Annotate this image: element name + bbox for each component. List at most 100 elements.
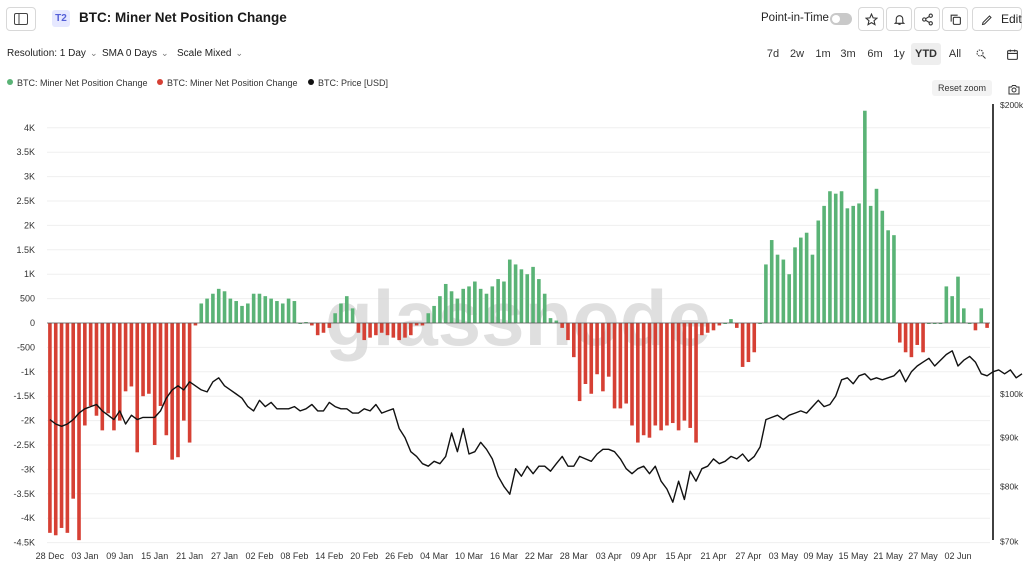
legend-label: BTC: Price [USD] bbox=[318, 78, 389, 88]
top-bar: T2 BTC: Miner Net Position Change Point-… bbox=[0, 0, 1024, 38]
point-in-time-label: Point-in-Time bbox=[761, 12, 829, 24]
share-button[interactable] bbox=[914, 7, 940, 31]
x-tick-label: 28 Mar bbox=[560, 551, 588, 561]
edit-button[interactable]: Edit bbox=[972, 7, 1022, 31]
share-icon bbox=[922, 13, 933, 26]
bar bbox=[211, 293, 215, 323]
bar bbox=[356, 323, 361, 333]
resolution-label: Resolution: 1 Day bbox=[7, 48, 86, 59]
y-tick-label: 1K bbox=[24, 269, 35, 279]
legend-item-price[interactable]: BTC: Price [USD] bbox=[308, 78, 388, 88]
sidebar-toggle-button[interactable] bbox=[6, 7, 36, 31]
bar bbox=[781, 259, 786, 323]
calendar-button[interactable] bbox=[1004, 44, 1022, 64]
x-tick-label: 21 May bbox=[873, 551, 903, 561]
bar bbox=[828, 191, 832, 323]
bar bbox=[746, 323, 751, 363]
bar bbox=[106, 323, 110, 414]
bar bbox=[868, 205, 873, 323]
x-tick-label: 03 Apr bbox=[596, 551, 622, 561]
scale-dropdown[interactable]: Scale Mixed ⌄ bbox=[177, 48, 243, 59]
bar bbox=[181, 323, 186, 421]
range-1y[interactable]: 1y bbox=[893, 48, 905, 60]
bar bbox=[729, 319, 733, 323]
x-tick-label: 27 Jan bbox=[211, 551, 238, 561]
range-2w[interactable]: 2w bbox=[789, 48, 805, 60]
price-line bbox=[49, 350, 1023, 503]
bar bbox=[65, 323, 70, 533]
right-axis-tick-label: $70k bbox=[1000, 537, 1019, 547]
x-tick-label: 27 May bbox=[908, 551, 938, 561]
bar bbox=[979, 308, 984, 323]
bar bbox=[641, 323, 646, 436]
y-tick-label: 3.5K bbox=[16, 147, 35, 157]
bar bbox=[432, 305, 436, 323]
range-3m[interactable]: 3m bbox=[840, 48, 856, 60]
bar bbox=[234, 301, 238, 323]
x-tick-label: 15 May bbox=[838, 551, 868, 561]
sidebar-icon bbox=[14, 13, 28, 25]
screenshot-button[interactable] bbox=[1008, 82, 1020, 100]
y-tick-label: -1.5K bbox=[13, 391, 35, 401]
bar bbox=[315, 323, 320, 336]
bar bbox=[682, 323, 687, 421]
bar bbox=[112, 323, 116, 431]
favorite-button[interactable] bbox=[858, 7, 884, 31]
x-tick-label: 27 Apr bbox=[735, 551, 761, 561]
bar bbox=[321, 323, 326, 333]
bar bbox=[88, 323, 93, 406]
bar bbox=[950, 296, 954, 323]
x-tick-label: 21 Apr bbox=[700, 551, 726, 561]
bar bbox=[467, 286, 471, 323]
bar bbox=[758, 323, 762, 324]
bar bbox=[275, 301, 279, 323]
legend-item-positive[interactable]: BTC: Miner Net Position Change bbox=[7, 78, 148, 88]
bar bbox=[560, 323, 564, 328]
bar bbox=[53, 323, 58, 536]
x-tick-label: 14 Feb bbox=[315, 551, 343, 561]
pencil-icon bbox=[981, 15, 992, 26]
sma-label: SMA 0 Days bbox=[102, 48, 158, 59]
x-tick-label: 28 Dec bbox=[36, 551, 65, 561]
x-tick-label: 03 Jan bbox=[71, 551, 98, 561]
bar bbox=[571, 323, 576, 358]
reset-zoom-button[interactable]: Reset zoom bbox=[932, 80, 992, 96]
bar bbox=[391, 323, 396, 338]
bar bbox=[740, 323, 745, 367]
resolution-dropdown[interactable]: Resolution: 1 Day ⌄ bbox=[7, 48, 97, 59]
range-7d[interactable]: 7d bbox=[766, 48, 780, 60]
y-tick-label: -4.5K bbox=[13, 538, 35, 548]
bar bbox=[257, 293, 262, 323]
bar bbox=[833, 193, 838, 323]
bar bbox=[141, 323, 145, 397]
bar bbox=[723, 323, 727, 324]
alert-button[interactable] bbox=[886, 7, 912, 31]
zoom-search-button[interactable] bbox=[970, 43, 992, 65]
x-tick-label: 20 Feb bbox=[350, 551, 378, 561]
sma-dropdown[interactable]: SMA 0 Days ⌄ bbox=[102, 48, 169, 59]
range-ytd[interactable]: YTD bbox=[911, 43, 941, 65]
bar bbox=[426, 313, 431, 323]
bar bbox=[915, 323, 920, 345]
calendar-icon bbox=[1007, 49, 1018, 60]
copy-button[interactable] bbox=[942, 7, 968, 31]
star-icon bbox=[865, 13, 878, 26]
point-in-time-toggle[interactable] bbox=[830, 13, 852, 25]
range-all[interactable]: All bbox=[948, 48, 962, 60]
bar bbox=[490, 286, 495, 323]
y-tick-label: -500 bbox=[17, 342, 35, 352]
bar bbox=[938, 323, 943, 324]
bar bbox=[327, 323, 332, 328]
range-6m[interactable]: 6m bbox=[867, 48, 883, 60]
bar bbox=[117, 323, 122, 421]
bar bbox=[135, 323, 140, 453]
range-1m[interactable]: 1m bbox=[815, 48, 831, 60]
legend-item-negative[interactable]: BTC: Miner Net Position Change bbox=[157, 78, 298, 88]
bar bbox=[496, 279, 500, 323]
bar bbox=[566, 323, 570, 341]
bar bbox=[176, 323, 180, 458]
bar bbox=[601, 323, 605, 392]
scale-label: Scale Mixed bbox=[177, 48, 232, 59]
bar bbox=[193, 323, 198, 326]
bar bbox=[269, 298, 273, 323]
